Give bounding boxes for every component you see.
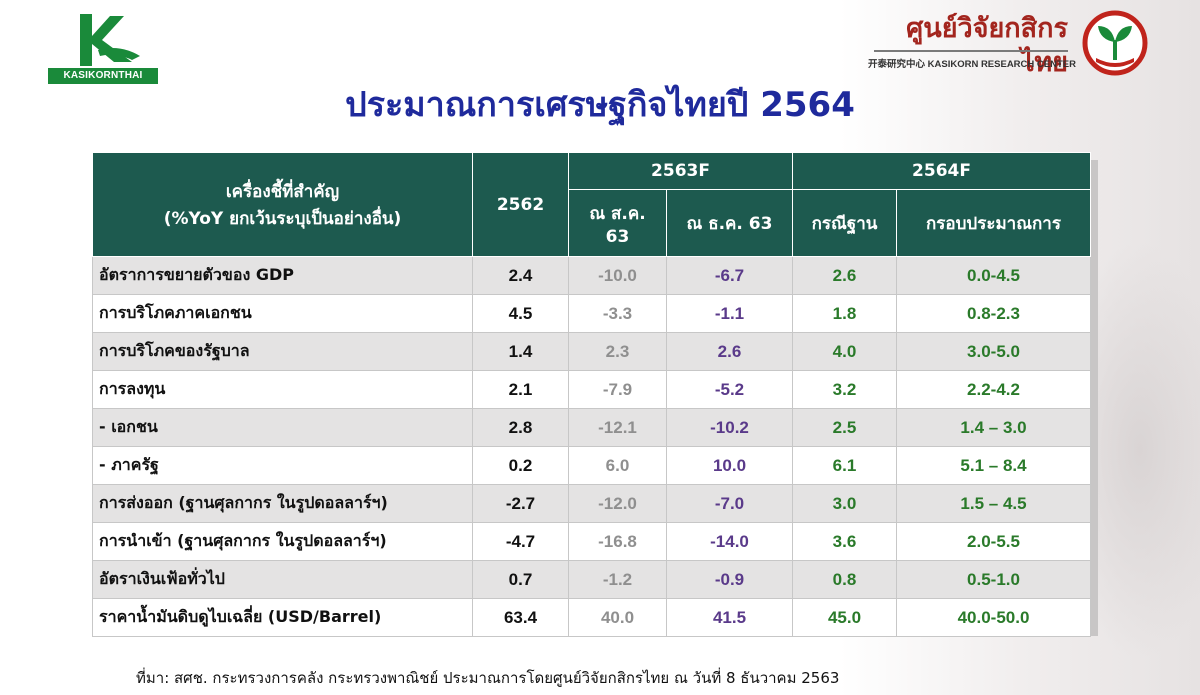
header-2562: 2562 [472, 152, 569, 257]
row-label: การนำเข้า (ฐานศุลกากร ในรูปดอลลาร์ฯ) [92, 522, 473, 561]
table-row: อัตราเงินเฟ้อทั่วไป 0.7 -1.2 -0.9 0.8 0.… [92, 560, 1091, 599]
cell-aug63: -12.0 [568, 484, 667, 523]
forecast-table: เครื่องชี้ที่สำคัญ (%YoY ยกเว้นระบุเป็นอ… [92, 152, 1091, 637]
cell-base: 3.0 [792, 484, 897, 523]
table-row: - ภาครัฐ 0.2 6.0 10.0 6.1 5.1 – 8.4 [92, 446, 1091, 485]
cell-range: 5.1 – 8.4 [896, 446, 1091, 485]
cell-base: 0.8 [792, 560, 897, 599]
header-indicator-subtitle: (%YoY ยกเว้นระบุเป็นอย่างอื่น) [163, 208, 402, 229]
cell-range: 2.0-5.5 [896, 522, 1091, 561]
cell-range: 1.5 – 4.5 [896, 484, 1091, 523]
cell-dec63: -1.1 [666, 294, 793, 333]
logo-divider [874, 50, 1068, 52]
row-label: การลงทุน [92, 370, 473, 409]
cell-aug63: 6.0 [568, 446, 667, 485]
cell-dec63: -10.2 [666, 408, 793, 447]
cell-dec63: -6.7 [666, 256, 793, 295]
cell-aug63: -7.9 [568, 370, 667, 409]
cell-2562: 4.5 [472, 294, 569, 333]
source-note: ที่มา: สศช. กระทรวงการคลัง กระทรวงพาณิชย… [136, 669, 840, 687]
header-base-case: กรณีฐาน [792, 189, 897, 257]
cell-2562: 63.4 [472, 598, 569, 637]
cell-2562: 1.4 [472, 332, 569, 371]
cell-aug63: -16.8 [568, 522, 667, 561]
cell-range: 40.0-50.0 [896, 598, 1091, 637]
table-row: ราคาน้ำมันดิบดูไบเฉลี่ย (USD/Barrel) 63.… [92, 598, 1091, 637]
cell-dec63: 10.0 [666, 446, 793, 485]
cell-aug63: -1.2 [568, 560, 667, 599]
cell-2562: 2.8 [472, 408, 569, 447]
header-2563f: 2563F [568, 152, 793, 190]
krc-english-name: 开泰研究中心 KASIKORN RESEARCH CENTER [868, 59, 1076, 70]
cell-range: 1.4 – 3.0 [896, 408, 1091, 447]
table-row: การนำเข้า (ฐานศุลกากร ในรูปดอลลาร์ฯ) -4.… [92, 522, 1091, 561]
cell-dec63: -7.0 [666, 484, 793, 523]
cell-base: 2.5 [792, 408, 897, 447]
cell-aug63: -3.3 [568, 294, 667, 333]
row-label: การส่งออก (ฐานศุลกากร ในรูปดอลลาร์ฯ) [92, 484, 473, 523]
cell-dec63: 2.6 [666, 332, 793, 371]
k-logo-icon [80, 14, 140, 66]
cell-aug63: 2.3 [568, 332, 667, 371]
cell-base: 4.0 [792, 332, 897, 371]
cell-dec63: -5.2 [666, 370, 793, 409]
header-aug63: ณ ส.ค. 63 [568, 189, 667, 257]
kasikornthai-logo: KASIKORNTHAI [48, 10, 158, 84]
cell-2562: -4.7 [472, 522, 569, 561]
cell-2562: 0.2 [472, 446, 569, 485]
header-indicator: เครื่องชี้ที่สำคัญ (%YoY ยกเว้นระบุเป็นอ… [92, 152, 473, 257]
cell-range: 2.2-4.2 [896, 370, 1091, 409]
cell-dec63: 41.5 [666, 598, 793, 637]
cell-dec63: -14.0 [666, 522, 793, 561]
row-label: การบริโภคของรัฐบาล [92, 332, 473, 371]
cell-dec63: -0.9 [666, 560, 793, 599]
cell-range: 0.0-4.5 [896, 256, 1091, 295]
row-label: อัตราเงินเฟ้อทั่วไป [92, 560, 473, 599]
cell-2562: 2.1 [472, 370, 569, 409]
header-indicator-title: เครื่องชี้ที่สำคัญ [225, 181, 340, 202]
cell-base: 1.8 [792, 294, 897, 333]
krc-thai-name: ศูนย์วิจัยกสิกรไทย [906, 13, 1068, 78]
cell-range: 0.5-1.0 [896, 560, 1091, 599]
row-label: อัตราการขยายตัวของ GDP [92, 256, 473, 295]
row-label: - เอกชน [92, 408, 473, 447]
cell-range: 3.0-5.0 [896, 332, 1091, 371]
page-title: ประมาณการเศรษฐกิจไทยปี 2564 [345, 85, 855, 125]
cell-base: 45.0 [792, 598, 897, 637]
table-row: อัตราการขยายตัวของ GDP 2.4 -10.0 -6.7 2.… [92, 256, 1091, 295]
krc-emblem-icon [1082, 10, 1148, 76]
cell-aug63: -12.1 [568, 408, 667, 447]
logo-wordmark: KASIKORNTHAI [48, 68, 158, 84]
cell-base: 6.1 [792, 446, 897, 485]
cell-range: 0.8-2.3 [896, 294, 1091, 333]
table-row: การบริโภคภาคเอกชน 4.5 -3.3 -1.1 1.8 0.8-… [92, 294, 1091, 333]
table-row: - เอกชน 2.8 -12.1 -10.2 2.5 1.4 – 3.0 [92, 408, 1091, 447]
table-row: การส่งออก (ฐานศุลกากร ในรูปดอลลาร์ฯ) -2.… [92, 484, 1091, 523]
table-row: การบริโภคของรัฐบาล 1.4 2.3 2.6 4.0 3.0-5… [92, 332, 1091, 371]
cell-base: 3.6 [792, 522, 897, 561]
header-range: กรอบประมาณการ [896, 189, 1091, 257]
cell-base: 3.2 [792, 370, 897, 409]
cell-2562: -2.7 [472, 484, 569, 523]
row-label: การบริโภคภาคเอกชน [92, 294, 473, 333]
forecast-table-container: เครื่องชี้ที่สำคัญ (%YoY ยกเว้นระบุเป็นอ… [92, 152, 1091, 637]
cell-base: 2.6 [792, 256, 897, 295]
cell-aug63: 40.0 [568, 598, 667, 637]
cell-aug63: -10.0 [568, 256, 667, 295]
header-dec63: ณ ธ.ค. 63 [666, 189, 793, 257]
row-label: - ภาครัฐ [92, 446, 473, 485]
header-2564f: 2564F [792, 152, 1091, 190]
row-label: ราคาน้ำมันดิบดูไบเฉลี่ย (USD/Barrel) [92, 598, 473, 637]
cell-2562: 2.4 [472, 256, 569, 295]
table-row: การลงทุน 2.1 -7.9 -5.2 3.2 2.2-4.2 [92, 370, 1091, 409]
kasikorn-research-center-logo: ศูนย์วิจัยกสิกรไทย 开泰研究中心 KASIKORN RESEA… [868, 10, 1150, 80]
cell-2562: 0.7 [472, 560, 569, 599]
